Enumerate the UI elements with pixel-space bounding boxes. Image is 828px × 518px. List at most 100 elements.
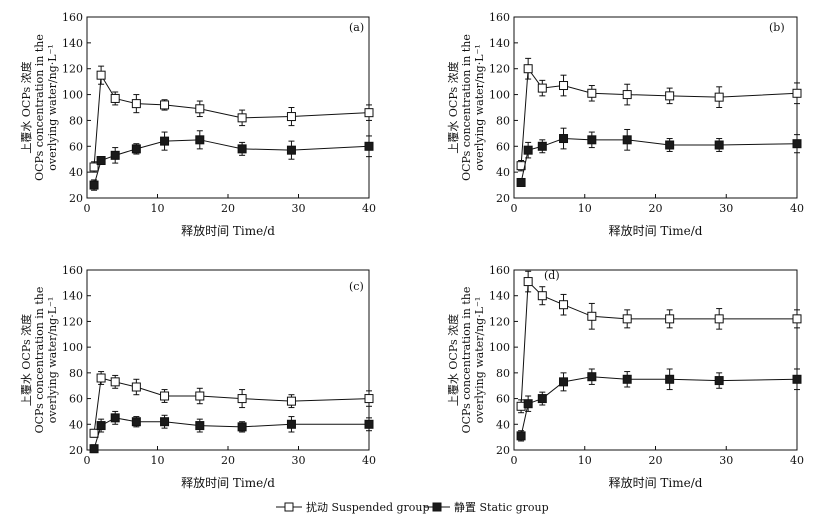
y-tick-label: 80: [69, 367, 83, 380]
data-point-static: [559, 134, 569, 144]
data-point-suspended: [89, 162, 99, 172]
data-point-suspended: [237, 113, 247, 123]
y-tick-label: 20: [496, 192, 510, 205]
data-point-suspended: [89, 428, 99, 438]
data-point-static: [160, 136, 170, 146]
y-tick-label: 100: [489, 89, 510, 102]
y-axis-label-line: 上覆水 OCPs 浓度: [446, 314, 460, 406]
data-point-static: [237, 144, 247, 154]
chart-panel-3: 0 10 20 30 40 20 40 60 80 100 120 140 160 释放时间 Time/d…: [19, 264, 376, 490]
data-point-suspended: [160, 100, 170, 110]
data-point-suspended: [792, 314, 802, 324]
x-axis-label: 释放时间 Time/d: [609, 475, 703, 490]
y-tick-label: 100: [62, 89, 83, 102]
data-point-static: [110, 413, 120, 423]
x-axis-label: 释放时间 Time/d: [181, 475, 275, 490]
x-tick-label: 0: [84, 202, 91, 215]
x-tick-label: 30: [719, 202, 733, 215]
y-axis-label-line: overlying water/ng·L⁻¹: [46, 297, 59, 424]
data-point-suspended: [622, 314, 632, 324]
data-point-suspended: [559, 81, 569, 91]
x-tick-label: 0: [84, 454, 91, 467]
data-point-suspended: [537, 291, 547, 301]
data-point-static: [792, 139, 802, 149]
x-tick-label: 10: [151, 454, 165, 467]
legend-marker-static: [432, 502, 442, 512]
data-point-static: [364, 419, 374, 429]
x-tick-label: 10: [578, 454, 592, 467]
data-point-static: [559, 377, 569, 387]
data-point-suspended: [523, 64, 533, 74]
y-tick-label: 40: [496, 418, 510, 431]
y-tick-label: 20: [496, 444, 510, 457]
x-axis-label: 释放时间 Time/d: [609, 223, 703, 238]
data-point-static: [286, 419, 296, 429]
data-point-suspended: [587, 88, 597, 98]
data-point-suspended: [110, 377, 120, 387]
x-tick-label: 0: [511, 454, 518, 467]
data-point-static: [131, 144, 141, 154]
data-point-static: [537, 141, 547, 151]
y-tick-label: 60: [69, 393, 83, 406]
data-point-static: [523, 145, 533, 155]
data-point-suspended: [195, 104, 205, 114]
legend-marker-suspended: [284, 502, 294, 512]
y-axis-label-line: OCPs concentration in the: [33, 34, 46, 181]
chart-panel-2: 0 10 20 30 40 20 40 60 80 100 120 140 160 释放时间 Time/d…: [446, 11, 804, 238]
y-axis-label-line: 上覆水 OCPs 浓度: [446, 61, 460, 153]
x-tick-label: 40: [790, 202, 804, 215]
y-tick-label: 100: [489, 341, 510, 354]
x-tick-label: 40: [790, 454, 804, 467]
y-tick-label: 140: [62, 290, 83, 303]
y-tick-label: 160: [62, 264, 83, 277]
legend-label-suspended: 扰动 Suspended group: [306, 500, 430, 514]
data-point-suspended: [96, 70, 106, 80]
data-point-static: [714, 376, 724, 386]
y-tick-label: 80: [69, 114, 83, 127]
data-point-static: [622, 135, 632, 145]
y-tick-label: 120: [489, 315, 510, 328]
plot-frame: [86, 16, 370, 199]
x-tick-label: 40: [362, 454, 376, 467]
data-point-suspended: [523, 277, 533, 287]
chart-panel-4: 0 10 20 30 40 20 40 60 80 100 120 140 160 释放时间 Time/d…: [446, 264, 804, 490]
x-tick-label: 40: [362, 202, 376, 215]
y-tick-label: 20: [69, 444, 83, 457]
y-tick-label: 120: [489, 63, 510, 76]
data-point-static: [714, 140, 724, 150]
y-axis-label-line: overlying water/ng·L⁻¹: [473, 297, 486, 424]
y-tick-label: 120: [62, 63, 83, 76]
data-point-static: [237, 422, 247, 432]
data-point-suspended: [131, 99, 141, 109]
data-point-suspended: [665, 314, 675, 324]
data-point-static: [792, 374, 802, 384]
y-tick-label: 120: [62, 315, 83, 328]
data-point-suspended: [587, 311, 597, 321]
panel-label: (b): [769, 21, 785, 34]
y-tick-label: 100: [62, 341, 83, 354]
data-point-suspended: [622, 90, 632, 100]
x-tick-label: 30: [292, 202, 306, 215]
data-point-static: [523, 399, 533, 409]
y-axis-label-line: overlying water/ng·L⁻¹: [46, 44, 59, 171]
panel-label: (a): [349, 21, 364, 34]
data-point-suspended: [195, 391, 205, 401]
data-point-suspended: [237, 394, 247, 404]
data-point-static: [89, 444, 99, 454]
x-tick-label: 10: [151, 202, 165, 215]
y-axis-label-line: OCPs concentration in the: [33, 287, 46, 434]
y-tick-label: 80: [496, 114, 510, 127]
y-tick-label: 80: [496, 367, 510, 380]
data-point-suspended: [665, 91, 675, 101]
y-tick-label: 40: [69, 166, 83, 179]
y-tick-label: 60: [496, 140, 510, 153]
data-point-suspended: [160, 391, 170, 401]
data-point-suspended: [714, 92, 724, 102]
data-point-suspended: [714, 314, 724, 324]
y-tick-label: 20: [69, 192, 83, 205]
data-point-suspended: [364, 394, 374, 404]
data-point-static: [587, 135, 597, 145]
data-point-static: [665, 140, 675, 150]
plot-frame: [513, 269, 798, 451]
